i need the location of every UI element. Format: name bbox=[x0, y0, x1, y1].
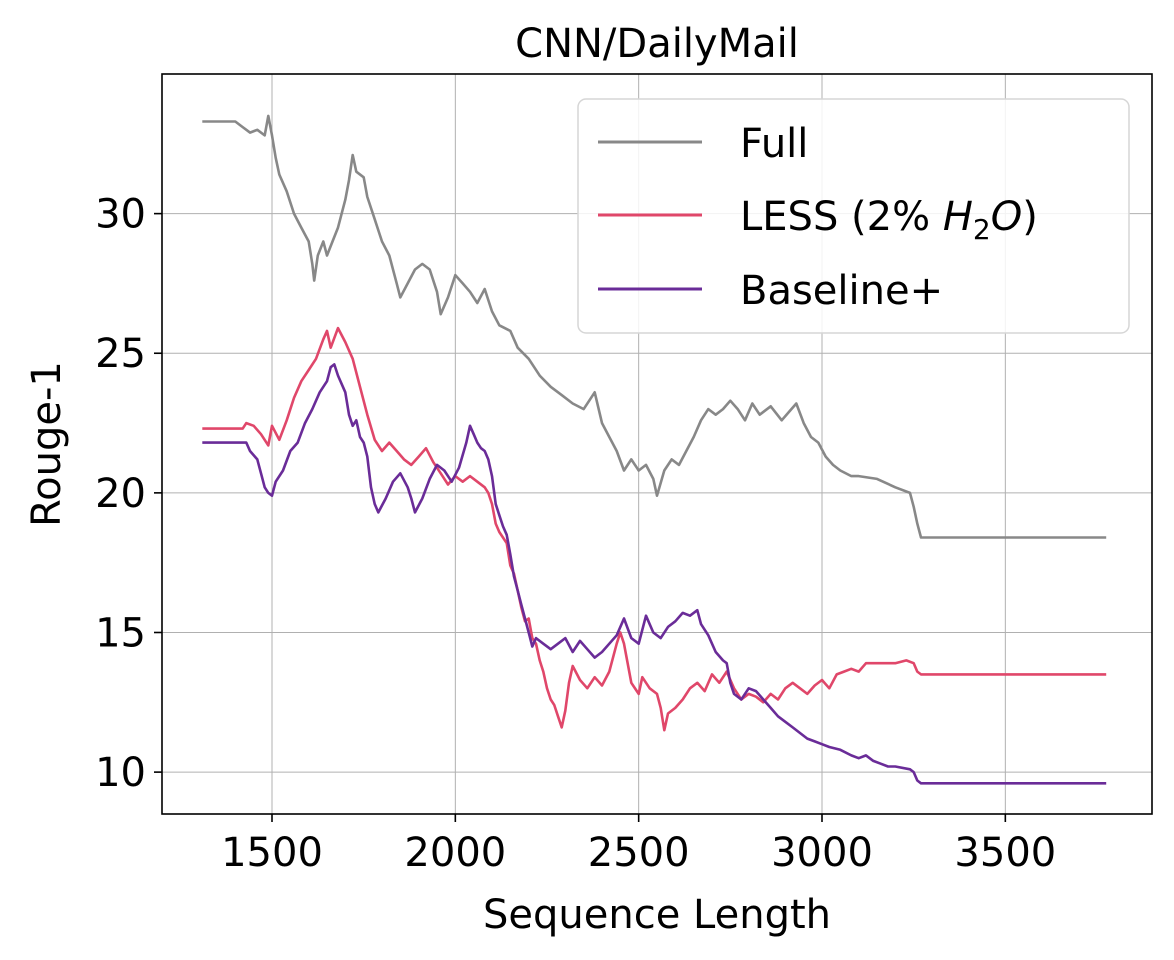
series-layer bbox=[202, 114, 1107, 785]
x-tick-label: 3500 bbox=[954, 830, 1056, 876]
x-tick-label: 3000 bbox=[771, 830, 873, 876]
series-line-baseline bbox=[202, 363, 1107, 785]
y-axis: 10 15 20 25 30 bbox=[95, 192, 162, 796]
x-tick-label: 2000 bbox=[404, 830, 506, 876]
legend-less-suffix: ) bbox=[1022, 194, 1038, 240]
y-tick-label: 30 bbox=[95, 192, 146, 238]
chart-title: CNN/DailyMail bbox=[515, 21, 799, 67]
x-axis: 1500 2000 2500 3000 3500 bbox=[221, 814, 1056, 876]
legend-label-full: Full bbox=[740, 121, 808, 167]
x-tick-label: 1500 bbox=[221, 830, 323, 876]
legend-less-o: O bbox=[991, 194, 1022, 240]
legend-less-h: H bbox=[943, 194, 973, 240]
legend: Full LESS (2% H2O) Baseline+ bbox=[577, 98, 1130, 334]
series-line-less bbox=[202, 326, 1107, 732]
legend-label-baseline: Baseline+ bbox=[740, 268, 943, 314]
legend-less-sub: 2 bbox=[973, 213, 991, 246]
y-tick-label: 10 bbox=[95, 750, 146, 796]
series-line-full bbox=[202, 114, 1107, 539]
legend-less-prefix: LESS (2% bbox=[740, 194, 943, 240]
legend-box bbox=[577, 98, 1130, 334]
plot-frame bbox=[161, 73, 1153, 815]
y-axis-label: Rouge-1 bbox=[24, 361, 70, 527]
y-tick-label: 25 bbox=[95, 331, 146, 377]
legend-label-less: LESS (2% H2O) bbox=[740, 194, 1038, 246]
x-axis-label: Sequence Length bbox=[483, 892, 831, 938]
y-tick-label: 20 bbox=[95, 471, 146, 517]
x-tick-label: 2500 bbox=[588, 830, 690, 876]
y-tick-label: 15 bbox=[95, 610, 146, 656]
